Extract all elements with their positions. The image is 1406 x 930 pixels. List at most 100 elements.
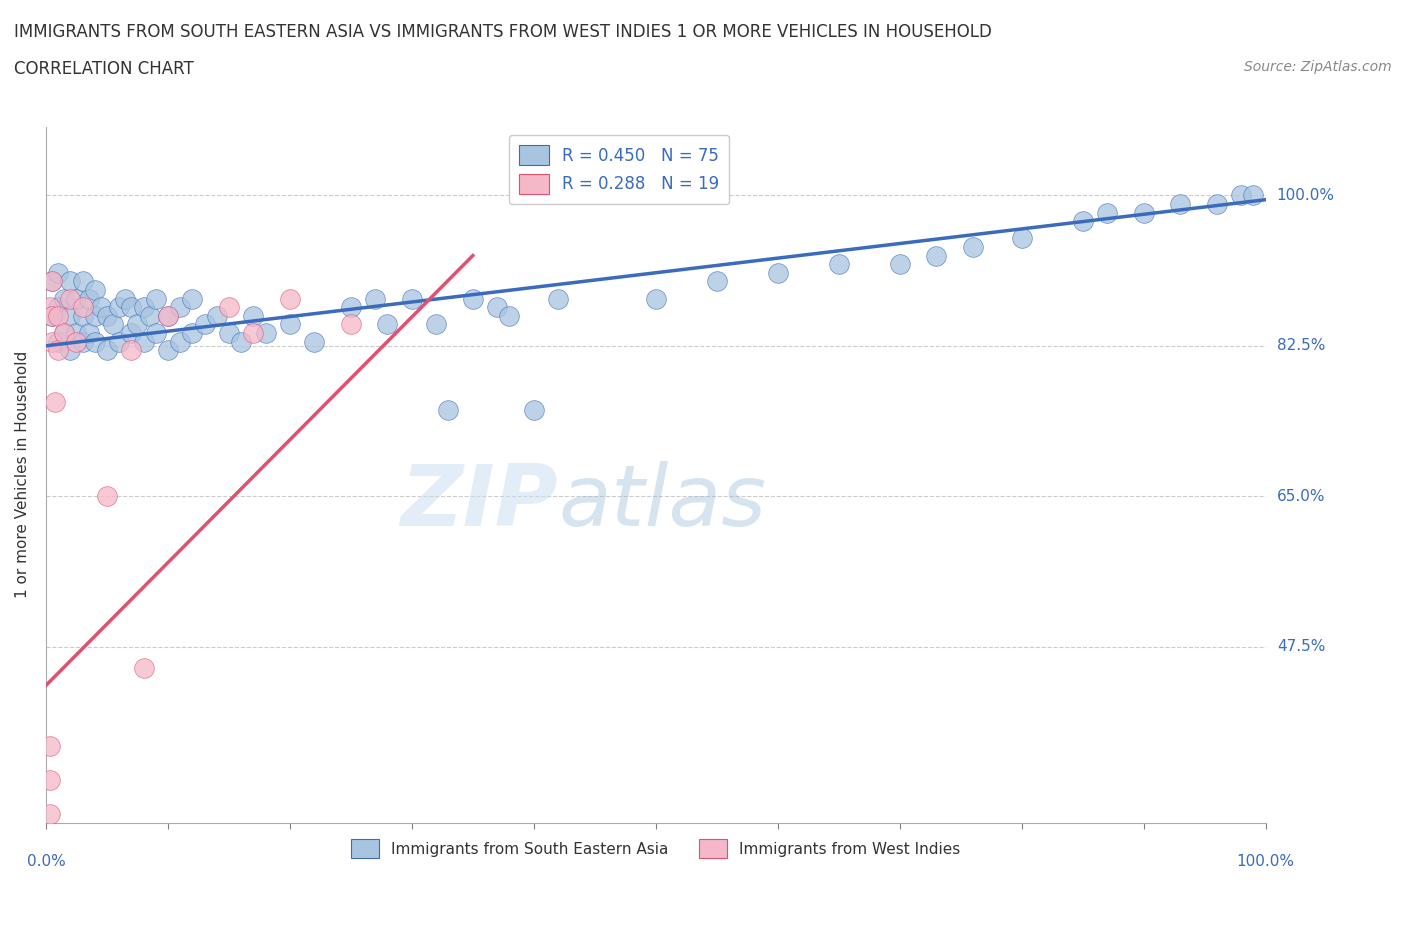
Point <box>644 291 666 306</box>
Point <box>229 334 252 349</box>
Point <box>96 489 118 504</box>
Point <box>77 291 100 306</box>
Point <box>132 660 155 675</box>
Point <box>1071 214 1094 229</box>
Point <box>46 334 69 349</box>
Point <box>96 308 118 323</box>
Point <box>77 326 100 340</box>
Point <box>962 240 984 255</box>
Text: 82.5%: 82.5% <box>1277 339 1324 353</box>
Point <box>156 308 179 323</box>
Point <box>486 299 509 314</box>
Text: atlas: atlas <box>558 461 766 544</box>
Point <box>114 291 136 306</box>
Point <box>1132 206 1154 220</box>
Point <box>72 308 94 323</box>
Point <box>181 326 204 340</box>
Point <box>340 299 363 314</box>
Point <box>72 299 94 314</box>
Point <box>425 317 447 332</box>
Text: Source: ZipAtlas.com: Source: ZipAtlas.com <box>1244 60 1392 74</box>
Point <box>83 283 105 298</box>
Text: 100.0%: 100.0% <box>1237 854 1295 869</box>
Point <box>437 403 460 418</box>
Point <box>41 334 63 349</box>
Text: IMMIGRANTS FROM SOUTH EASTERN ASIA VS IMMIGRANTS FROM WEST INDIES 1 OR MORE VEHI: IMMIGRANTS FROM SOUTH EASTERN ASIA VS IM… <box>14 23 993 41</box>
Point <box>65 334 87 349</box>
Point <box>169 334 191 349</box>
Point <box>53 291 76 306</box>
Point <box>278 317 301 332</box>
Point <box>498 308 520 323</box>
Point <box>46 308 69 323</box>
Point <box>120 299 142 314</box>
Point <box>242 326 264 340</box>
Point <box>889 257 911 272</box>
Point <box>1205 196 1227 211</box>
Point <box>59 274 82 289</box>
Point <box>547 291 569 306</box>
Point <box>38 807 60 822</box>
Point <box>193 317 215 332</box>
Text: 65.0%: 65.0% <box>1277 489 1326 504</box>
Point <box>1168 196 1191 211</box>
Point <box>108 299 131 314</box>
Point <box>59 291 82 306</box>
Point <box>59 342 82 357</box>
Point <box>377 317 399 332</box>
Point <box>46 265 69 280</box>
Point <box>1011 231 1033 246</box>
Point <box>364 291 387 306</box>
Point <box>65 326 87 340</box>
Point <box>120 342 142 357</box>
Point <box>96 342 118 357</box>
Point <box>120 326 142 340</box>
Point <box>401 291 423 306</box>
Point <box>181 291 204 306</box>
Point <box>65 291 87 306</box>
Point <box>83 334 105 349</box>
Point <box>46 342 69 357</box>
Text: CORRELATION CHART: CORRELATION CHART <box>14 60 194 78</box>
Point <box>340 317 363 332</box>
Text: ZIP: ZIP <box>401 461 558 544</box>
Point <box>38 773 60 788</box>
Text: 47.5%: 47.5% <box>1277 639 1324 654</box>
Legend: Immigrants from South Eastern Asia, Immigrants from West Indies: Immigrants from South Eastern Asia, Immi… <box>346 833 966 864</box>
Point <box>41 274 63 289</box>
Point <box>132 334 155 349</box>
Point <box>108 334 131 349</box>
Point <box>169 299 191 314</box>
Point <box>59 308 82 323</box>
Point <box>38 738 60 753</box>
Point <box>41 308 63 323</box>
Point <box>145 326 167 340</box>
Point <box>101 317 124 332</box>
Point <box>304 334 326 349</box>
Point <box>53 326 76 340</box>
Text: 0.0%: 0.0% <box>27 854 65 869</box>
Point <box>461 291 484 306</box>
Point <box>41 274 63 289</box>
Point <box>38 299 60 314</box>
Point <box>925 248 948 263</box>
Point <box>53 326 76 340</box>
Point <box>156 308 179 323</box>
Point <box>1095 206 1118 220</box>
Point <box>156 342 179 357</box>
Point <box>83 308 105 323</box>
Point <box>242 308 264 323</box>
Point <box>828 257 851 272</box>
Point <box>72 274 94 289</box>
Point <box>138 308 160 323</box>
Point <box>72 334 94 349</box>
Point <box>278 291 301 306</box>
Y-axis label: 1 or more Vehicles in Household: 1 or more Vehicles in Household <box>15 352 30 598</box>
Point <box>90 299 112 314</box>
Point <box>523 403 546 418</box>
Point <box>41 308 63 323</box>
Text: 100.0%: 100.0% <box>1277 188 1334 203</box>
Point <box>205 308 228 323</box>
Point <box>46 299 69 314</box>
Point <box>145 291 167 306</box>
